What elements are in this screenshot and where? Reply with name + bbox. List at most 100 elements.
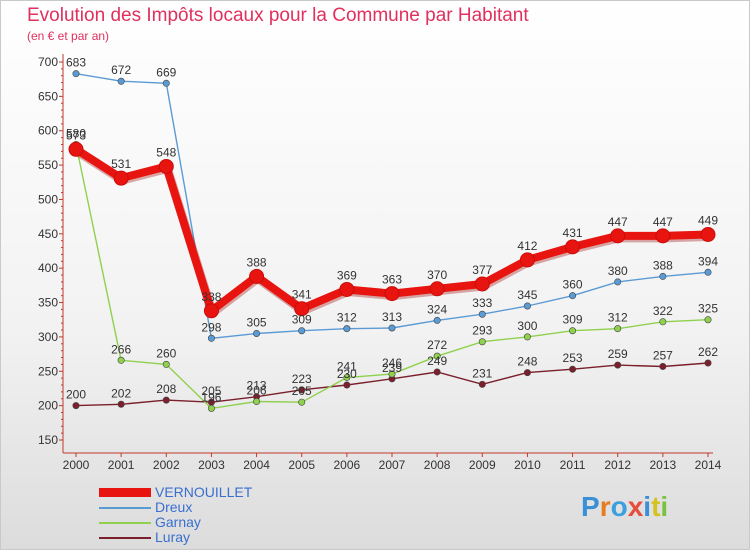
data-point bbox=[474, 276, 490, 292]
logo-letter: P bbox=[581, 491, 600, 522]
data-label: 205 bbox=[292, 384, 312, 398]
data-label: 300 bbox=[517, 319, 537, 333]
data-point bbox=[207, 334, 215, 342]
x-tick-label: 2006 bbox=[334, 458, 361, 472]
y-tick-label: 250 bbox=[38, 364, 58, 378]
series-layer bbox=[68, 70, 716, 412]
x-tick-label: 2007 bbox=[379, 458, 406, 472]
data-label: 363 bbox=[382, 273, 402, 287]
legend-label: Dreux bbox=[155, 499, 193, 515]
y-tick-label: 400 bbox=[38, 261, 58, 275]
data-point bbox=[429, 281, 445, 297]
legend-label: Luray bbox=[155, 529, 191, 545]
data-label: 313 bbox=[382, 310, 402, 324]
data-label: 447 bbox=[653, 215, 673, 229]
legend-swatch bbox=[99, 507, 151, 509]
data-label: 580 bbox=[66, 126, 86, 140]
data-point bbox=[569, 292, 577, 300]
data-label: 548 bbox=[156, 145, 176, 159]
x-tick-label: 2003 bbox=[198, 458, 225, 472]
x-tick-label: 2002 bbox=[153, 458, 180, 472]
data-point bbox=[72, 402, 80, 410]
data-point bbox=[117, 356, 125, 364]
data-point bbox=[704, 359, 712, 367]
data-point bbox=[253, 329, 261, 337]
data-point bbox=[294, 301, 310, 317]
data-label: 369 bbox=[337, 268, 357, 282]
data-point bbox=[610, 228, 626, 244]
x-tick-label: 2004 bbox=[243, 458, 270, 472]
y-tick-label: 150 bbox=[38, 433, 58, 447]
data-point bbox=[523, 369, 531, 377]
data-point bbox=[704, 268, 712, 276]
data-label: 573 bbox=[66, 128, 86, 142]
data-label: 196 bbox=[201, 390, 221, 404]
data-label: 253 bbox=[563, 351, 583, 365]
data-label: 266 bbox=[111, 342, 131, 356]
data-label: 447 bbox=[608, 215, 628, 229]
data-label: 309 bbox=[563, 313, 583, 327]
data-label: 249 bbox=[427, 354, 447, 368]
data-label: 293 bbox=[472, 324, 492, 338]
legend-swatch bbox=[99, 488, 151, 497]
data-point bbox=[203, 303, 219, 319]
data-point bbox=[207, 404, 215, 412]
data-point bbox=[162, 396, 170, 404]
logo-letter: x bbox=[627, 491, 644, 522]
data-label: 241 bbox=[337, 359, 357, 373]
y-tick-label: 500 bbox=[38, 192, 58, 206]
data-label: 388 bbox=[653, 258, 673, 272]
x-tick-label: 2013 bbox=[650, 458, 677, 472]
data-label: 312 bbox=[337, 311, 357, 325]
legend-swatch bbox=[99, 522, 151, 524]
data-point bbox=[478, 310, 486, 318]
data-label: 206 bbox=[247, 384, 267, 398]
data-label: 259 bbox=[608, 347, 628, 361]
legend-swatch bbox=[99, 537, 151, 539]
data-point bbox=[659, 362, 667, 370]
data-point bbox=[700, 227, 716, 243]
data-point bbox=[704, 316, 712, 324]
data-label: 333 bbox=[472, 296, 492, 310]
data-label: 202 bbox=[111, 386, 131, 400]
data-label: 248 bbox=[517, 355, 537, 369]
y-tick-label: 350 bbox=[38, 296, 58, 310]
data-labels: 573 531 548 338 388 341 369 363 370 377 412 431 447 4… bbox=[66, 56, 718, 405]
data-point bbox=[68, 141, 84, 157]
data-label: 338 bbox=[201, 290, 221, 304]
data-label: 298 bbox=[201, 320, 221, 334]
data-label: 260 bbox=[156, 346, 176, 360]
data-point bbox=[659, 272, 667, 280]
data-point bbox=[298, 386, 306, 394]
x-tick-label: 2009 bbox=[469, 458, 496, 472]
data-label: 380 bbox=[608, 264, 628, 278]
x-tick-label: 2010 bbox=[514, 458, 541, 472]
data-point bbox=[117, 77, 125, 85]
logo-letter: t bbox=[651, 491, 661, 522]
data-point bbox=[433, 316, 441, 324]
chart-subtitle: (en € et par an) bbox=[27, 29, 110, 43]
data-label: 239 bbox=[382, 361, 402, 375]
data-label: 360 bbox=[563, 278, 583, 292]
data-point bbox=[433, 352, 441, 360]
data-point bbox=[569, 365, 577, 373]
data-point bbox=[298, 398, 306, 406]
data-point bbox=[478, 338, 486, 346]
data-label: 449 bbox=[698, 214, 718, 228]
legend-label: Garnay bbox=[155, 514, 201, 530]
data-label: 312 bbox=[608, 311, 628, 325]
logo-letter: i bbox=[660, 491, 669, 522]
data-label: 431 bbox=[563, 226, 583, 240]
data-point bbox=[158, 158, 174, 174]
data-point bbox=[162, 79, 170, 87]
x-tick-label: 2012 bbox=[604, 458, 631, 472]
data-point bbox=[565, 239, 581, 255]
x-tick-label: 2011 bbox=[560, 458, 586, 472]
data-label: 341 bbox=[292, 288, 312, 302]
series-vernouillet bbox=[68, 141, 716, 319]
data-label: 683 bbox=[66, 56, 86, 70]
data-point bbox=[384, 286, 400, 302]
data-label: 223 bbox=[292, 372, 312, 386]
data-point bbox=[253, 398, 261, 406]
